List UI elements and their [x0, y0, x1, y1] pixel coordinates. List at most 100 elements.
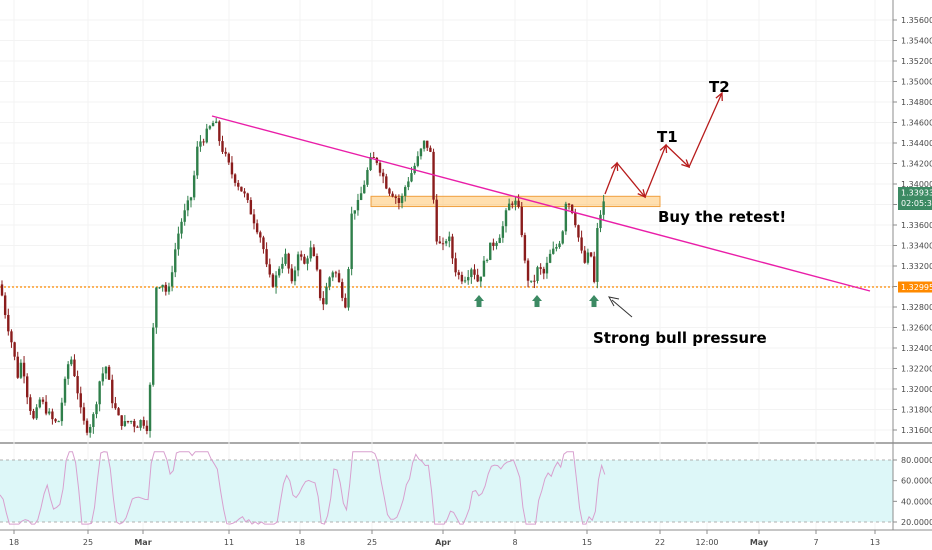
candle: [492, 238, 495, 251]
candle: [369, 152, 372, 172]
price-tick-label: 1.34200: [901, 160, 932, 169]
candle: [520, 202, 523, 238]
projection: [604, 91, 723, 199]
candle: [183, 203, 186, 226]
candle: [129, 420, 133, 425]
time-axis[interactable]: 18 25 Mar 11 18 25 Apr 8 15 22 12:00 May 7 13: [0, 529, 932, 547]
candle: [117, 407, 120, 416]
candle: [577, 224, 580, 242]
candle: [315, 253, 319, 272]
price-grid: [0, 0, 932, 530]
candle: [530, 280, 533, 283]
candle: [70, 356, 73, 367]
time-tick-label: 25: [367, 538, 377, 547]
candle: [26, 373, 29, 405]
candle: [526, 258, 530, 288]
projection-arrowhead: [610, 161, 619, 172]
candle: [416, 151, 419, 168]
candle: [391, 191, 394, 198]
candle: [555, 243, 558, 252]
candle: [394, 194, 397, 204]
price-tick-label: 1.33200: [901, 262, 932, 271]
candle: [230, 156, 234, 179]
candle: [205, 123, 208, 144]
candle: [60, 397, 64, 426]
price-tick-label: 1.31600: [901, 426, 932, 435]
candle: [429, 145, 432, 153]
candle: [262, 235, 265, 254]
candle: [448, 231, 451, 248]
candle: [306, 255, 309, 271]
candle: [426, 140, 429, 152]
candle: [133, 418, 136, 433]
projection-arrowhead: [637, 189, 646, 199]
candle: [435, 194, 438, 245]
price-tick-label: 1.35000: [901, 78, 932, 87]
candle: [599, 210, 602, 233]
candle: [89, 424, 92, 438]
candle: [139, 419, 142, 431]
rsi-line: [0, 451, 606, 525]
candle: [542, 266, 545, 280]
candle: [284, 248, 287, 266]
price-tick-label: 1.32600: [901, 324, 932, 333]
candle: [7, 308, 10, 336]
candle: [378, 161, 382, 177]
candle: [48, 408, 51, 416]
time-tick-label: 7: [813, 538, 818, 547]
candle: [287, 252, 290, 274]
candle: [170, 265, 174, 292]
candle: [107, 364, 111, 380]
candle: [161, 284, 164, 292]
candle: [145, 420, 149, 435]
candle: [265, 242, 268, 268]
candle: [533, 274, 536, 289]
bottom-markers: [474, 295, 599, 307]
candle: [454, 252, 457, 277]
price-axis[interactable]: 1.35600 1.35400 1.35200 1.35000 1.34800 1.346…: [892, 0, 932, 530]
candle: [479, 276, 482, 287]
candle: [372, 151, 375, 159]
countdown-label: 02:05:39: [901, 199, 932, 208]
candle: [208, 124, 212, 131]
candle: [41, 397, 45, 405]
price-tick-label: 1.33600: [901, 221, 932, 230]
bull-pressure-annotation: Strong bull pressure: [593, 329, 767, 347]
price-tick-label: 1.34800: [901, 98, 932, 107]
candle: [312, 244, 316, 257]
candle: [545, 256, 549, 279]
projection-arrowhead: [659, 143, 668, 154]
candle: [252, 209, 256, 230]
bottom-marker-arrow: [532, 295, 542, 307]
candle: [419, 147, 423, 160]
candle: [243, 188, 246, 198]
candle: [331, 270, 334, 282]
candle: [347, 266, 350, 311]
candle: [167, 282, 171, 295]
candle: [561, 230, 564, 245]
candle: [278, 266, 281, 278]
candle: [104, 365, 108, 380]
rsi-tick-label: 60.0000: [901, 477, 932, 486]
candle: [586, 248, 590, 265]
time-tick-label: 15: [582, 538, 592, 547]
candle: [567, 203, 571, 210]
time-tick-label: 13: [870, 538, 880, 547]
candle: [363, 180, 366, 194]
candle: [281, 257, 284, 274]
candle: [126, 420, 130, 424]
candle: [237, 179, 240, 191]
candle: [215, 117, 218, 124]
price-tick-label: 1.35200: [901, 57, 932, 66]
candle: [32, 408, 35, 420]
candle: [400, 193, 404, 209]
candle: [255, 219, 259, 235]
candle: [350, 206, 353, 276]
candle: [344, 293, 347, 309]
price-tick-label: 1.34400: [901, 139, 932, 148]
candle: [325, 282, 328, 305]
rsi-tick-label: 80.0000: [901, 456, 932, 465]
candle: [142, 416, 145, 429]
buy-retest-annotation: Buy the retest!: [658, 208, 786, 226]
